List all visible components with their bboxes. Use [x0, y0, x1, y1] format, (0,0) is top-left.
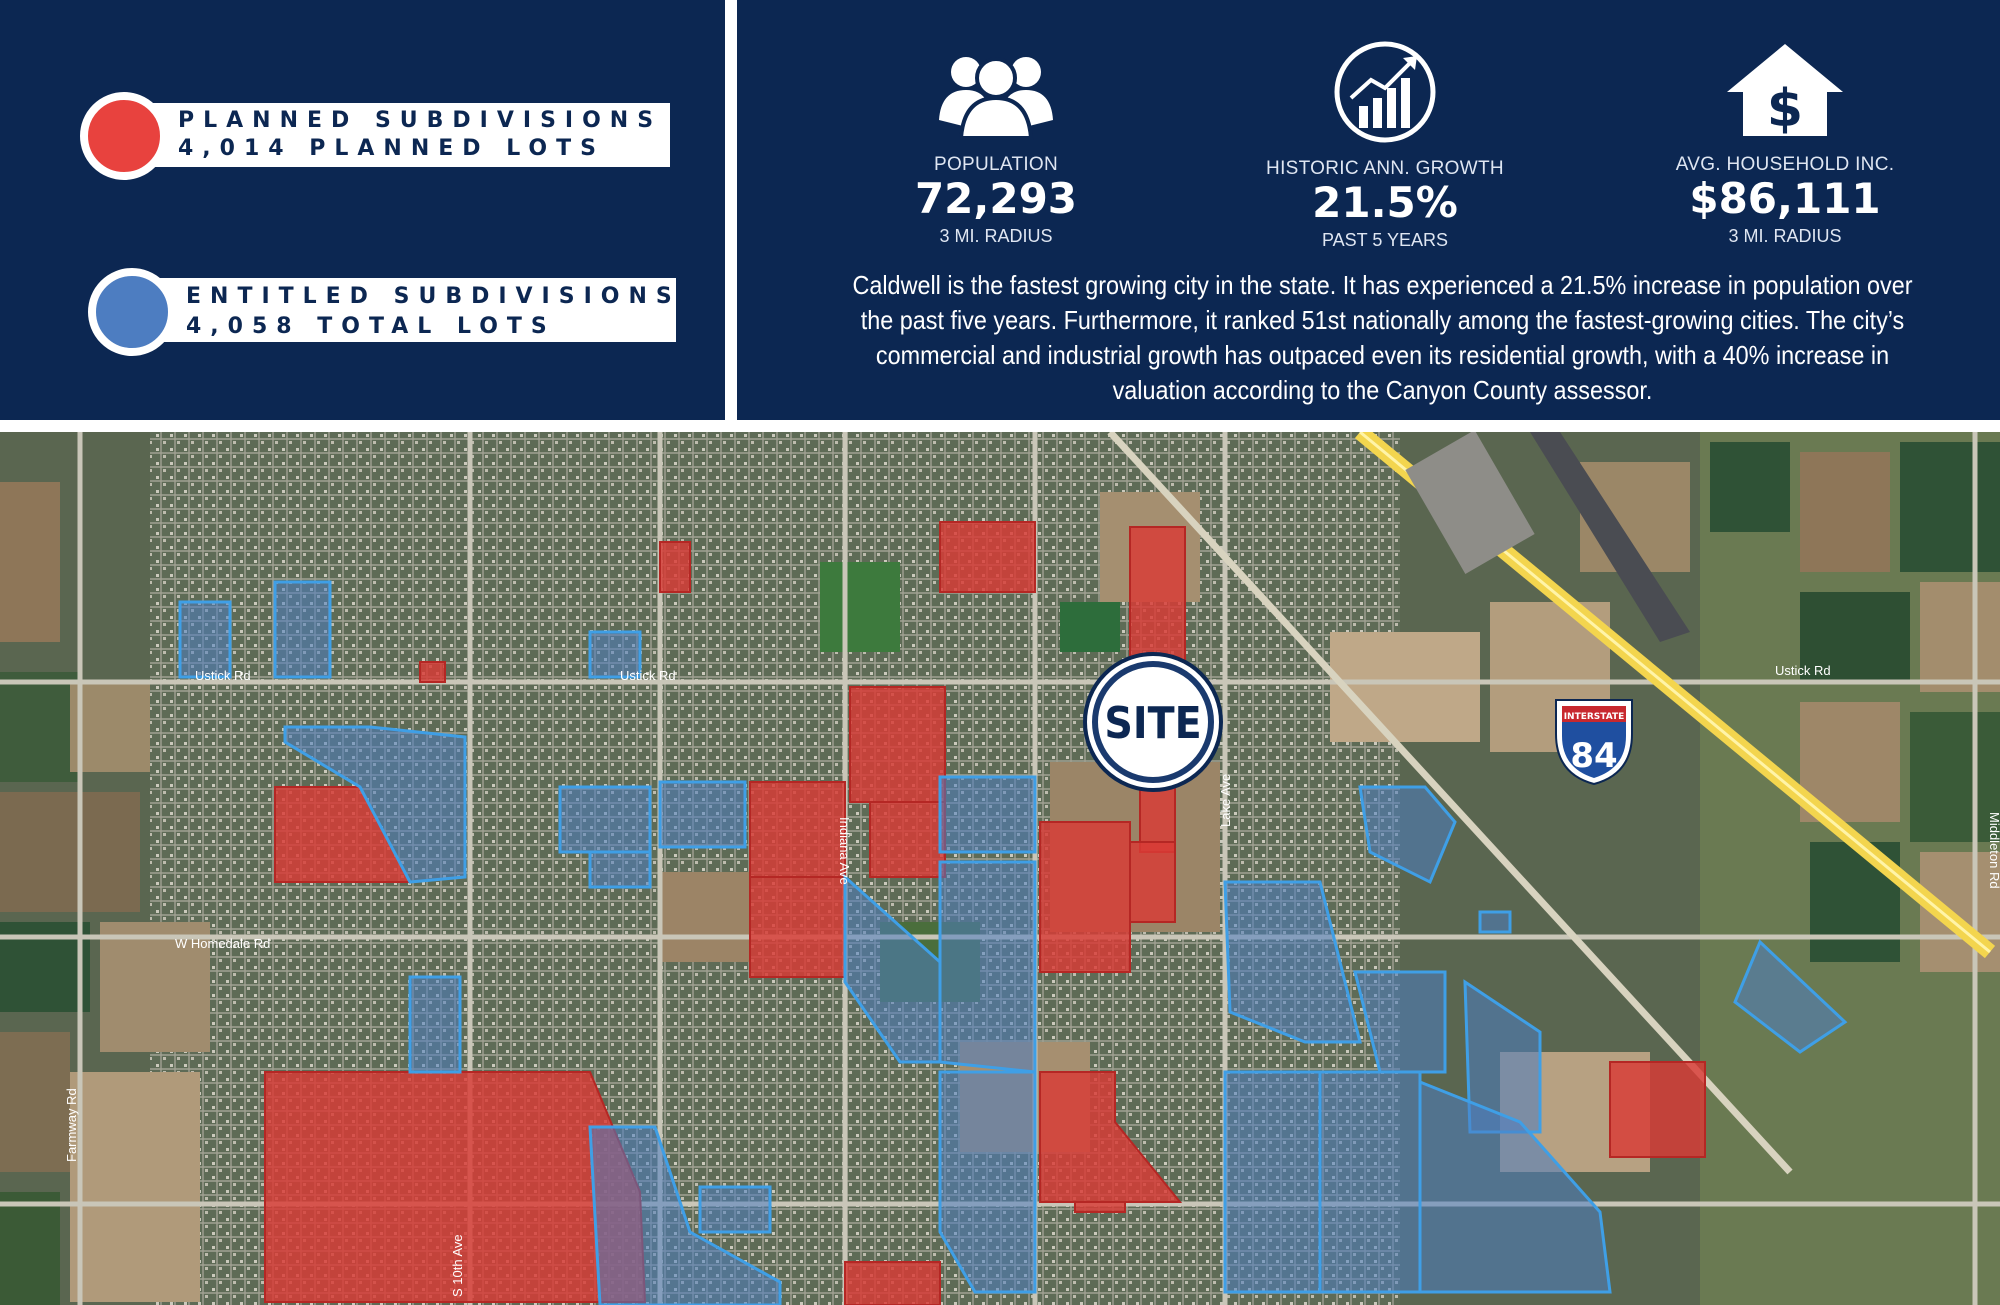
entitled-parcel [283, 725, 467, 884]
planned-swatch [80, 92, 168, 180]
aerial-map: Ustick Rd Ustick Rd Ustick Rd W Homedale… [0, 432, 2000, 1305]
planned-parcel [1039, 821, 1131, 973]
site-marker: SITE [1083, 652, 1223, 792]
planned-parcel [749, 876, 846, 978]
planned-parcel [1129, 841, 1176, 923]
farm-fields [0, 432, 2000, 1305]
entitled-title: ENTITLED SUBDIVISIONS [186, 284, 681, 309]
planned-parcel [1609, 1061, 1706, 1158]
income-label: AVG. HOUSEHOLD INC. [1675, 154, 1895, 175]
road-label-ustick-west: Ustick Rd [195, 668, 251, 683]
road-label-homedale: W Homedale Rd [175, 936, 270, 951]
entitled-parcel [843, 873, 942, 1064]
entitled-parcel [1223, 1070, 1322, 1294]
entitled-parcel [178, 600, 232, 679]
entitled-parcel [1353, 970, 1447, 1074]
entitled-parcel [588, 630, 642, 679]
planned-parcel [419, 661, 446, 683]
entitled-parcel [588, 1125, 782, 1305]
population-value: 72,293 [914, 174, 1078, 223]
legend-panel: PLANNED SUBDIVISIONS 4,014 PLANNED LOTS … [0, 0, 725, 420]
entitled-parcel [938, 1070, 1037, 1294]
legend-bar-planned [110, 103, 670, 167]
interstate-shield-icon: INTERSTATE 84 [1555, 699, 1633, 786]
growth-label: HISTORIC ANN. GROWTH [1266, 158, 1504, 179]
legend-bar-entitled [118, 278, 676, 342]
planned-parcel [844, 1261, 941, 1305]
growth-period: PAST 5 YEARS [1321, 230, 1449, 250]
entitled-count: 4,058 TOTAL LOTS [186, 314, 556, 339]
entitled-parcel [1463, 979, 1542, 1134]
entitled-parcel [408, 975, 462, 1074]
road-label-lake: Lake Ave [1218, 774, 1233, 827]
income-radius: 3 MI. RADIUS [1728, 226, 1842, 246]
entitled-parcel [1223, 880, 1362, 1044]
planned-parcel [849, 686, 946, 803]
road-label-tenth: S 10th Ave [450, 1234, 465, 1297]
site-label: SITE [1104, 698, 1201, 749]
house-dollar-icon: $ [1727, 44, 1843, 139]
stat-population: POPULATION 72,293 3 MI. RADIUS [816, 40, 1176, 247]
entitled-parcel [588, 850, 652, 889]
planned-title: PLANNED SUBDIVISIONS [178, 108, 663, 133]
population-radius: 3 MI. RADIUS [939, 226, 1053, 246]
entitled-parcel [938, 775, 1037, 854]
planned-parcel [1074, 1201, 1126, 1213]
entitled-subdivisions [178, 580, 1848, 1305]
svg-text:$: $ [1767, 79, 1803, 139]
road-label-ustick-east: Ustick Rd [1775, 663, 1831, 678]
planned-parcel [1129, 526, 1186, 663]
road-label-farmway: Farmway Rd [64, 1088, 79, 1162]
entitled-parcel [1418, 1079, 1612, 1294]
planned-parcel [939, 521, 1036, 593]
people-icon [939, 57, 1053, 140]
growth-value: 21.5% [1312, 178, 1458, 227]
description-text: Caldwell is the fastest growing city in … [852, 270, 1913, 405]
growth-chart-icon [1334, 41, 1436, 143]
legend-item-planned: PLANNED SUBDIVISIONS 4,014 PLANNED LOTS [80, 92, 670, 180]
entitled-parcel [273, 580, 332, 679]
entitled-parcel [1478, 910, 1512, 934]
stat-growth: HISTORIC ANN. GROWTH 21.5% PAST 5 YEARS [1205, 40, 1565, 251]
airport [1405, 432, 1690, 642]
planned-count: 4,014 PLANNED LOTS [178, 136, 605, 161]
road-label-indiana: Indiana Ave [837, 817, 852, 885]
entitled-parcel [698, 1185, 772, 1234]
interstate-number: 84 [1570, 736, 1617, 776]
road-label-ustick-mid: Ustick Rd [620, 668, 676, 683]
road-label-middleton: Middleton Rd [1987, 812, 2000, 889]
entitled-parcel [938, 860, 1037, 1074]
entitled-parcel [558, 785, 652, 854]
population-label: POPULATION [933, 154, 1059, 175]
planned-parcel [869, 801, 946, 878]
planned-parcel [659, 541, 691, 593]
interstate-label: INTERSTATE [1564, 712, 1625, 722]
planned-subdivisions [264, 521, 1706, 1305]
entitled-parcel [1733, 939, 1848, 1054]
entitled-parcel [658, 780, 747, 849]
planned-parcel [749, 781, 846, 878]
income-value: $86,111 [1689, 174, 1881, 223]
entitled-parcel [1318, 1070, 1422, 1294]
entitled-parcel [1358, 785, 1457, 885]
stat-income: $ AVG. HOUSEHOLD INC. $86,111 3 MI. RADI… [1605, 40, 1965, 247]
planned-parcel [1039, 1071, 1183, 1203]
entitled-swatch [88, 268, 176, 356]
legend-item-entitled: ENTITLED SUBDIVISIONS 4,058 TOTAL LOTS [88, 268, 681, 356]
